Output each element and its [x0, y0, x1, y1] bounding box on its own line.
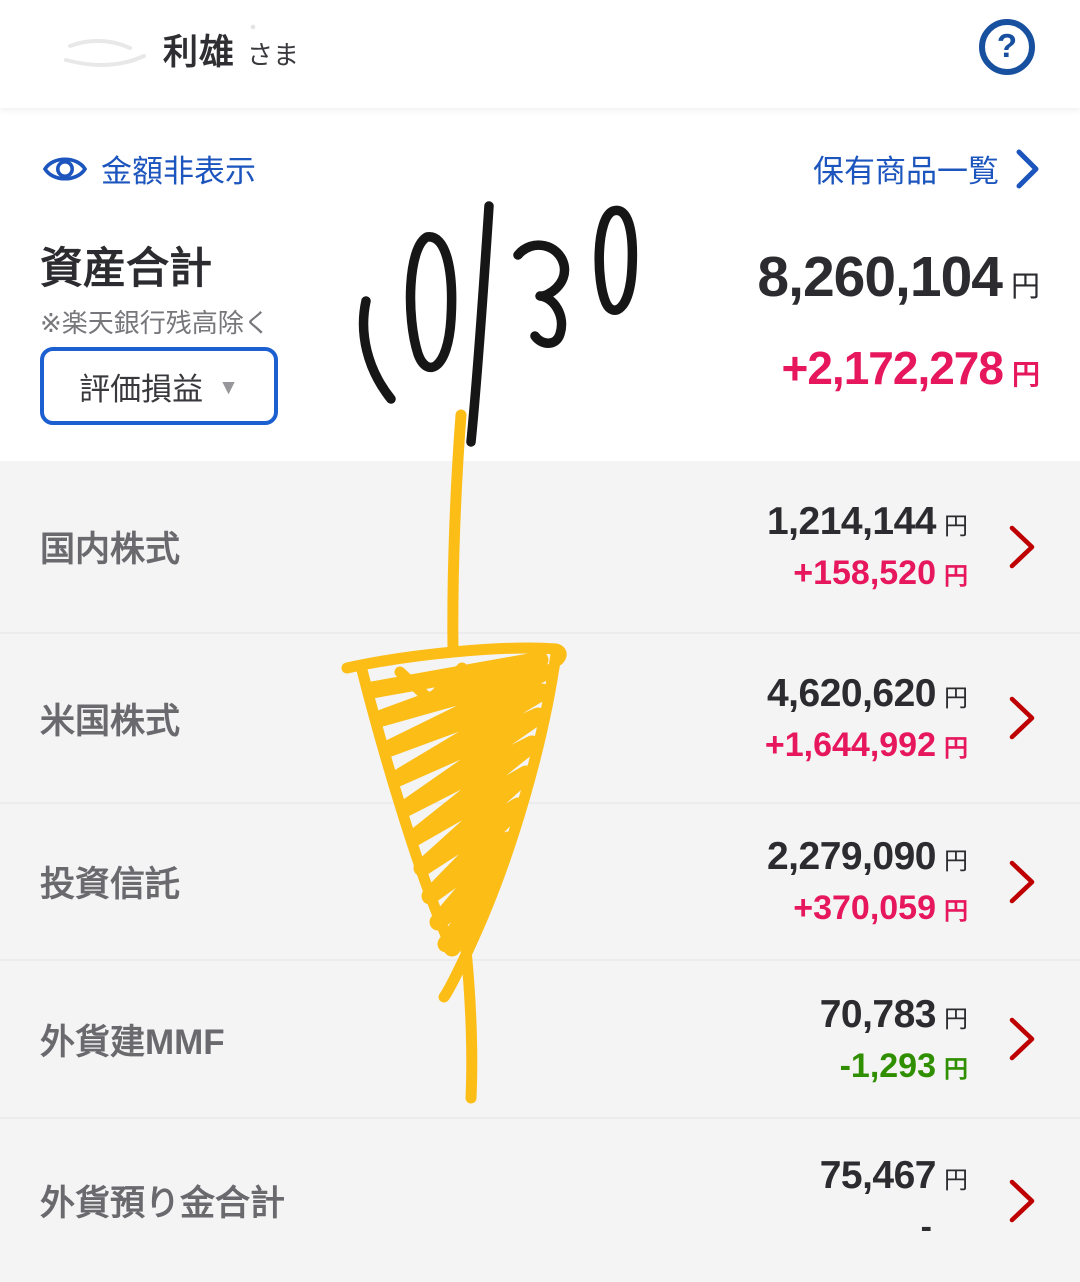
summary-note: ※楽天銀行残高除く — [40, 308, 270, 338]
asset-row-us-stocks[interactable]: 米国株式 4,620,620 円 +1,644,992 円 — [0, 632, 1080, 802]
question-circle-icon: ? — [979, 19, 1035, 75]
chevron-right-icon — [1009, 1179, 1035, 1222]
hide-amounts-label: 金額非表示 — [101, 154, 256, 189]
user-honorific: さま — [247, 40, 300, 70]
currency-unit: 円 — [944, 848, 968, 875]
valuation-pl-dropdown-label: 評価損益 — [79, 371, 204, 407]
asset-value: 75,467 — [819, 1154, 937, 1197]
currency-unit: 円 — [1011, 359, 1040, 390]
handwritten-date — [358, 201, 638, 447]
asset-row-investment-trusts[interactable]: 投資信託 2,279,090 円 +370,059 円 — [0, 802, 1080, 959]
holdings-list-link[interactable]: 保有商品一覧 — [813, 146, 1040, 191]
total-assets-value: 8,260,104 — [757, 245, 1003, 309]
asset-gain: +158,520 — [793, 554, 936, 592]
asset-values: 4,620,620 円 +1,644,992 円 — [765, 672, 968, 765]
asset-value: 4,620,620 — [766, 671, 937, 715]
asset-values: 75,467 円 - — [820, 1154, 968, 1247]
asset-values: 1,214,144 円 +158,520 円 — [767, 500, 968, 593]
currency-unit: 円 — [944, 734, 968, 762]
asset-gain: +370,059 — [793, 889, 936, 927]
svg-text:?: ? — [997, 27, 1017, 64]
asset-value: 70,783 — [819, 992, 937, 1036]
user-name: 利雄 — [163, 33, 236, 72]
asset-values: 2,279,090 円 +370,059 円 — [767, 835, 968, 928]
asset-gain: +1,644,992 — [764, 725, 936, 764]
user-greeting: 利雄 さま — [163, 24, 299, 75]
total-assets-block: 8,260,104 円 +2,172,278 円 — [757, 244, 1040, 395]
asset-row-domestic-stocks[interactable]: 国内株式 1,214,144 円 +158,520 円 — [0, 461, 1080, 632]
hide-amounts-toggle[interactable]: 金額非表示 — [42, 146, 256, 191]
currency-unit: 円 — [944, 513, 968, 540]
asset-gain: -1,293 — [839, 1046, 936, 1085]
asset-value: 2,279,090 — [766, 835, 937, 878]
chevron-right-icon — [1016, 149, 1039, 188]
asset-label: 外貨建MMF — [40, 1022, 225, 1062]
asset-row-foreign-mmf[interactable]: 外貨建MMF 70,783 円 -1,293 円 — [0, 959, 1080, 1117]
holdings-list-label: 保有商品一覧 — [813, 154, 999, 189]
eye-icon — [42, 156, 88, 181]
chevron-right-icon — [1009, 1017, 1035, 1061]
app-header: 利雄 さま ? — [0, 0, 1080, 108]
chevron-right-icon — [1009, 860, 1035, 903]
currency-unit: 円 — [944, 1005, 968, 1033]
currency-unit: 円 — [944, 1055, 968, 1083]
asset-value: 1,214,144 — [766, 500, 937, 543]
help-button[interactable]: ? — [976, 16, 1038, 78]
currency-unit: 円 — [944, 898, 968, 925]
asset-label: 米国株式 — [40, 701, 181, 741]
asset-label: 投資信託 — [40, 865, 181, 904]
currency-unit: 円 — [944, 684, 968, 712]
asset-row-foreign-deposits[interactable]: 外貨預り金合計 75,467 円 - — [0, 1117, 1080, 1282]
asset-label: 国内株式 — [40, 530, 181, 569]
chevron-right-icon — [1009, 525, 1035, 568]
currency-unit: 円 — [944, 563, 968, 590]
valuation-pl-dropdown[interactable]: 評価損益 ▼ — [40, 347, 278, 425]
asset-values: 70,783 円 -1,293 円 — [820, 993, 968, 1086]
page-title: 資産合計 — [40, 245, 212, 293]
asset-label: 外貨預り金合計 — [40, 1184, 286, 1223]
asset-gain: - — [920, 1208, 932, 1246]
currency-unit: 円 — [1010, 271, 1040, 303]
chevron-down-icon: ▼ — [218, 375, 239, 399]
chevron-right-icon — [1009, 696, 1035, 740]
actions-row: 金額非表示 保有商品一覧 — [0, 146, 1080, 198]
currency-unit: 円 — [944, 1167, 968, 1194]
total-assets-gain: +2,172,278 — [781, 342, 1004, 394]
